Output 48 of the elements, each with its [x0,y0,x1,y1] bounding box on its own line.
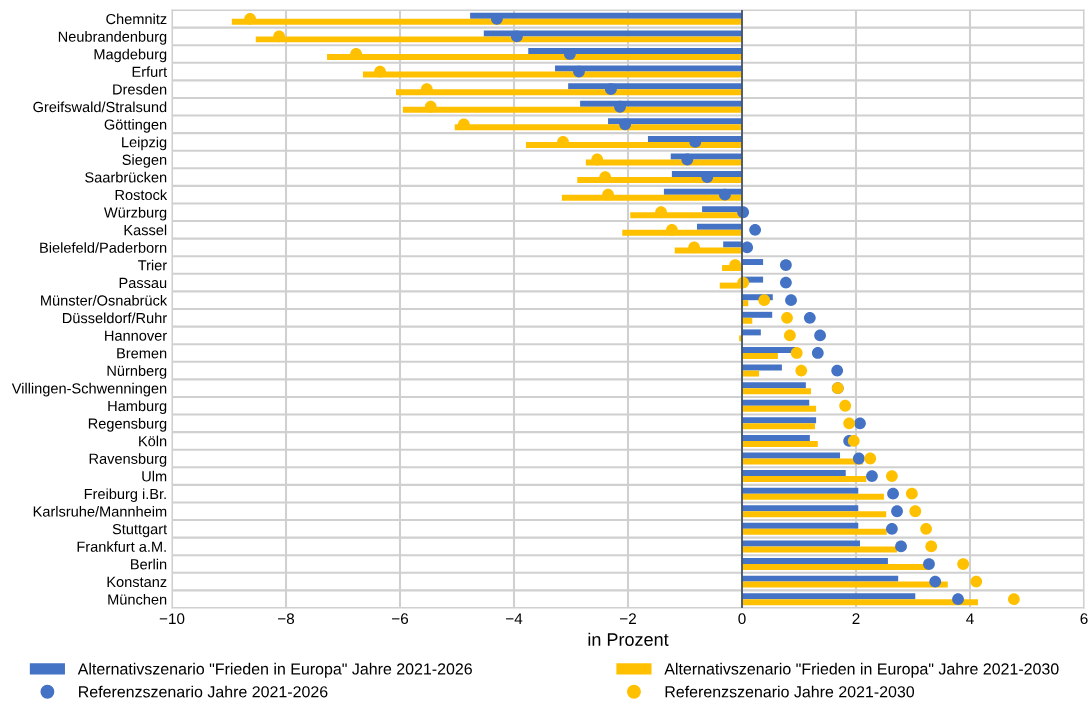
x-axis-title: in Prozent [588,632,669,646]
y-tick-label: Bielefeld/Paderborn [40,242,167,253]
legend-label: Alternativszenario "Frieden in Europa" Jahre 2021-2030 [664,662,1059,678]
y-tick-label: Regensburg [88,418,167,432]
y-tick-label: Stuttgart [112,523,168,538]
y-tick-label: Leipzig [122,136,167,151]
y-tick-label: Dresden [113,83,167,95]
y-tick-label: Münster/Osnabrück [41,294,168,306]
legend-label: Referenzszenario Jahre 2021-2030 [665,685,915,698]
y-tick-label: Hannover [105,330,167,341]
y-tick-label: Frankfurt a.M. [77,541,166,552]
y-tick-label: Ulm [142,470,167,482]
y-tick-label: Hamburg [108,400,167,415]
x-tick-label: −2 [620,613,636,624]
x-tick-label: −8 [278,613,295,625]
y-tick-label: München [108,593,167,605]
x-tick-label: −6 [392,613,409,625]
y-tick-label: Karlsruhe/Mannheim [33,505,167,517]
y-tick-label: Freiburg i.Br. [84,488,166,502]
y-tick-label: Köln [139,435,167,447]
x-tick-label: −4 [506,613,523,624]
x-tick-label: 0 [738,613,746,625]
x-tick-label: 2 [852,613,860,624]
x-tick-label: −10 [159,613,185,625]
y-tick-label: Würzburg [104,206,167,221]
x-tick-label: 6 [1080,613,1088,625]
y-tick-label: Bremen [117,348,167,359]
y-tick-label: Düsseldorf/Ruhr [62,312,167,324]
y-tick-label: Chemnitz [106,13,167,25]
y-tick-label: Kassel [124,224,167,236]
x-tick-label: 4 [966,613,974,624]
y-tick-label: Berlin [131,558,167,570]
legend-label: Referenzszenario Jahre 2021-2026 [79,685,328,698]
y-tick-label: Rostock [115,189,168,201]
y-tick-label: Magdeburg [94,48,167,63]
y-tick-label: Göttingen [104,119,167,133]
y-tick-label: Trier [138,259,167,271]
legend-label: Alternativszenario "Frieden in Europa" Jahre 2021-2026 [77,662,472,678]
y-tick-label: Villingen-Schwenningen [11,382,167,397]
y-tick-label: Greifswald/Stralsund [33,101,167,113]
y-tick-label: Siegen [122,154,167,168]
y-tick-label: Neubrandenburg [58,31,167,45]
y-tick-label: Nürnberg [107,365,167,379]
y-tick-label: Passau [119,277,167,289]
y-tick-label: Ravensburg [89,453,167,467]
y-tick-label: Saarbrücken [85,171,167,183]
y-tick-label: Erfurt [132,66,168,77]
y-tick-label: Konstanz [107,576,167,588]
